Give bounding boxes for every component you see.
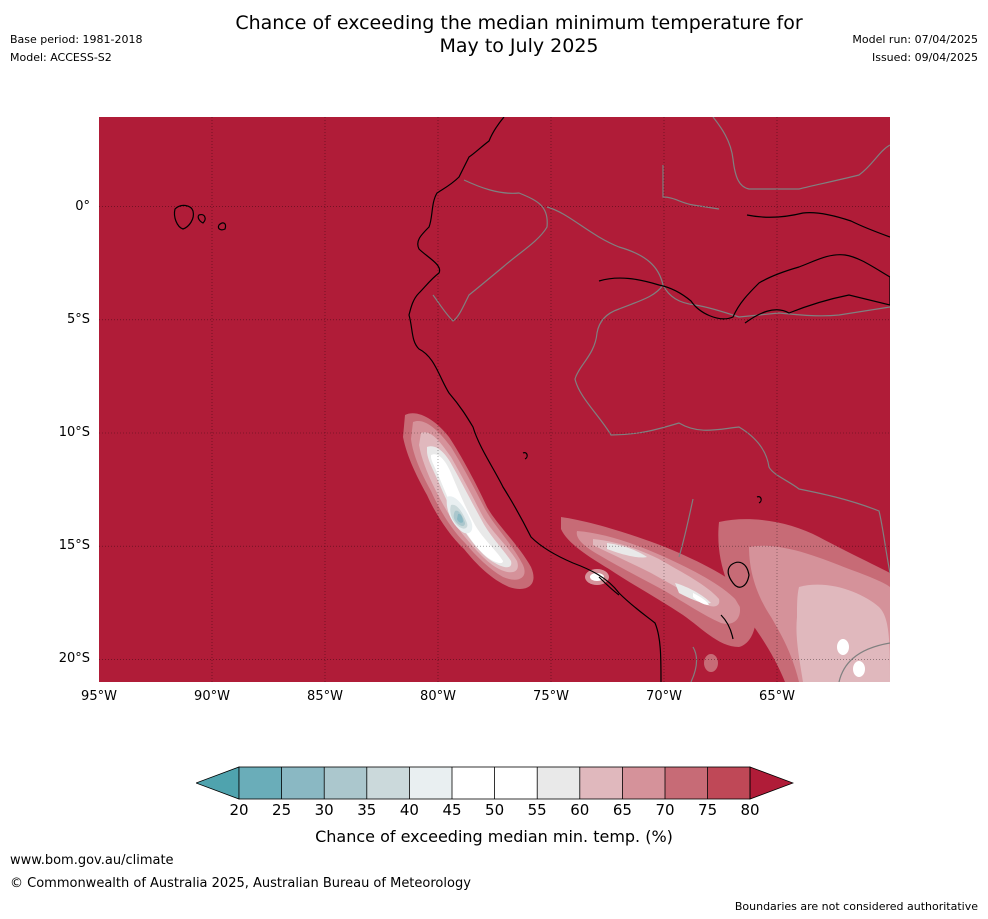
country-borders [432,117,890,682]
probability-map [99,117,890,682]
colorbar-tick-75: 75 [698,801,718,819]
lon-label-85w: 85°W [307,689,343,704]
colorbar [196,766,794,800]
colorbar-low-arrow [196,766,240,800]
map-title-line-1: Chance of exceeding the median minimum t… [235,12,803,34]
lat-label-20s: 20°S [58,651,90,666]
lat-label-10s: 10°S [58,425,90,440]
colorbar-swatch-75-80 [707,767,750,799]
colorbar-swatch-50-55 [494,767,538,799]
bolivia-anomaly [718,519,890,682]
lat-label-15s: 15°S [58,538,90,553]
altiplano-anomaly [561,517,756,672]
colorbar-label: Chance of exceeding median min. temp. (%… [315,827,673,846]
colorbar-swatch-55-60 [537,767,580,799]
lon-label-95w: 95°W [81,689,117,704]
map-title-line-2: May to July 2025 [439,35,599,57]
colorbar-tick-20: 20 [229,801,249,819]
colorbar-high-arrow [749,766,794,800]
copyright-notice: © Commonwealth of Australia 2025, Austra… [10,876,471,891]
colorbar-swatch-30-35 [324,767,367,799]
colorbar-swatch-60-65 [579,767,623,799]
colorbar-swatch-70-75 [665,767,708,799]
lon-label-70w: 70°W [646,689,682,704]
colorbar-swatch-20-25 [239,767,282,799]
coastal-anomaly-region [403,413,534,589]
base-period-label: Base period: 1981-2018 [10,33,143,46]
lat-label-0: 0° [75,199,90,214]
lon-label-75w: 75°W [533,689,569,704]
colorbar-tick-70: 70 [655,801,675,819]
colorbar-tick-60: 60 [570,801,590,819]
colorbar-swatch-40-45 [409,767,452,799]
colorbar-tick-40: 40 [399,801,419,819]
lon-label-65w: 65°W [759,689,795,704]
colorbar-tick-50: 50 [485,801,505,819]
lat-label-5s: 5°S [66,312,90,327]
colorbar-swatch-35-40 [366,767,410,799]
colorbar-tick-25: 25 [272,801,292,819]
colorbar-tick-80: 80 [740,801,760,819]
colorbar-swatch-25-30 [281,767,325,799]
colorbar-swatch-45-50 [452,767,495,799]
colorbar-tick-45: 45 [442,801,462,819]
boundaries-disclaimer: Boundaries are not considered authoritat… [734,900,978,913]
graticule [99,117,890,682]
model-run-label: Model run: 07/04/2025 [852,33,978,46]
lon-label-80w: 80°W [420,689,456,704]
colorbar-tick-35: 35 [357,801,377,819]
model-label: Model: ACCESS-S2 [10,51,112,64]
bom-url-link[interactable]: www.bom.gov.au/climate [10,853,174,868]
colorbar-dividers [281,767,709,799]
coastlines [173,117,890,682]
colorbar-tick-30: 30 [314,801,334,819]
colorbar-tick-55: 55 [527,801,547,819]
colorbar-swatch-65-70 [622,767,665,799]
colorbar-frame [238,766,751,800]
map-title: Chance of exceeding the median minimum t… [169,12,869,58]
lon-label-90w: 90°W [194,689,230,704]
issued-label: Issued: 09/04/2025 [871,51,978,64]
colorbar-tick-65: 65 [612,801,632,819]
